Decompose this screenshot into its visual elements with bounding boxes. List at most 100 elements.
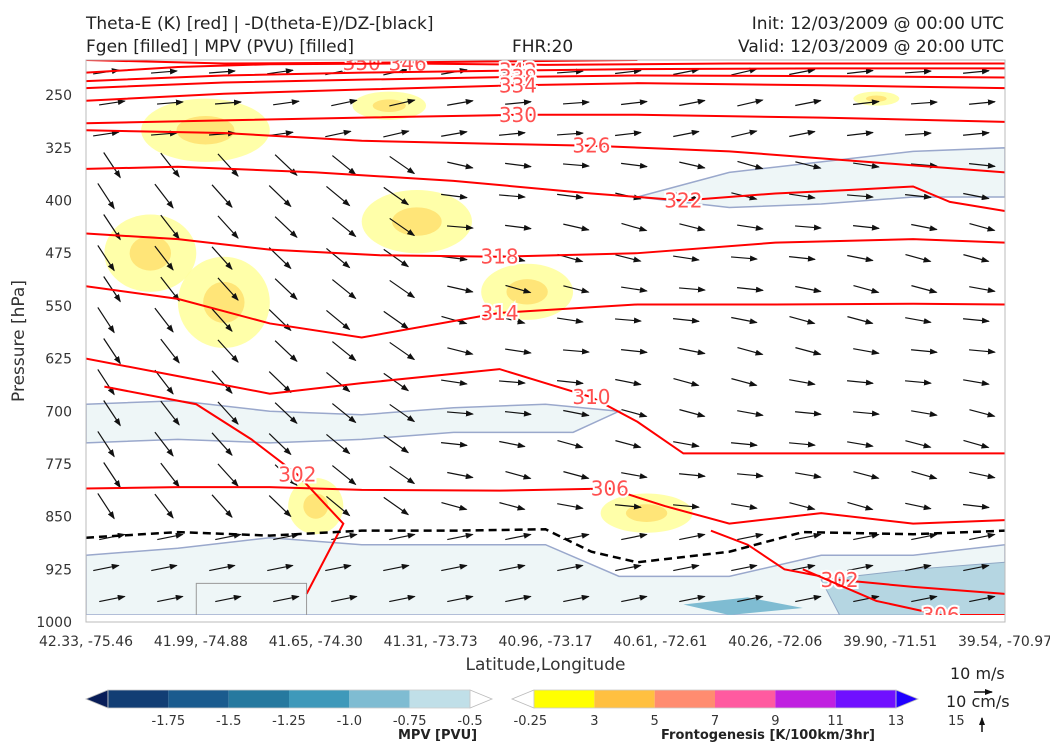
wind-vector-70 — [441, 193, 468, 200]
wind-vector-94 — [911, 223, 938, 232]
wind-vector-218 — [679, 472, 706, 479]
fgen-colorbar-swatch-1 — [534, 690, 595, 708]
mpv-colorbar-extend-high — [469, 689, 494, 709]
wind-vector-21 — [389, 98, 416, 107]
theta-e-contour-342 — [86, 67, 1005, 83]
wind-vector-95 — [969, 222, 996, 232]
wind-vector-147 — [274, 340, 298, 363]
fgen-colorbar-tick-6: 15 — [948, 714, 965, 729]
wind-vector-196 — [326, 433, 351, 455]
wind-vector-59 — [737, 160, 764, 170]
theta-e-contour-302 — [104, 385, 345, 595]
wind-vector-184 — [563, 409, 590, 418]
wind-vector-287 — [969, 594, 996, 603]
wind-vector-100 — [326, 247, 351, 269]
mpv-colorbar-label: MPV [PVU] — [398, 728, 478, 743]
theta-e-label-12: 302 — [278, 462, 316, 486]
mpv-colorbar-extend-low — [84, 689, 109, 709]
wind-vector-224 — [97, 493, 115, 520]
fgen-colorbar-swatch-6 — [835, 690, 896, 708]
fgen-colorbar-outline — [533, 689, 897, 709]
wind-vector-145 — [160, 338, 180, 364]
wind-vector-91 — [737, 224, 764, 231]
wind-vector-16 — [99, 99, 126, 106]
wind-vector-250 — [679, 532, 706, 541]
forecast-hour: FHR:20 — [512, 37, 574, 57]
theta-e-label-10: 310 — [572, 385, 610, 409]
wind-vector-155 — [737, 346, 764, 356]
wind-vector-210 — [217, 463, 239, 487]
wind-vector-25 — [621, 99, 648, 106]
wind-vector-3 — [267, 68, 294, 75]
wind-vector-44 — [789, 129, 816, 138]
wind-vector-99 — [268, 247, 292, 270]
wind-vector-254 — [911, 532, 938, 541]
mpv-region-deep — [820, 561, 1005, 616]
wind-vector-263 — [499, 563, 526, 572]
wind-vector-20 — [331, 98, 358, 107]
fgen-colorbar-swatch-3 — [654, 690, 715, 708]
wind-vector-265 — [615, 563, 642, 572]
mpv-region-core — [683, 597, 803, 615]
wind-vector-186 — [679, 409, 706, 418]
wind-ref-horizontal: 10 m/s — [950, 664, 1005, 683]
wind-vector-12 — [789, 67, 816, 76]
x-axis-label: Latitude,Longitude — [466, 655, 626, 675]
wind-vector-192 — [97, 431, 115, 458]
wind-vector-163 — [268, 371, 292, 394]
wind-vector-239 — [963, 503, 990, 510]
wind-vector-134 — [441, 315, 468, 325]
wind-vector-277 — [389, 594, 416, 603]
wind-vector-195 — [268, 433, 292, 456]
y-tick-850: 850 — [45, 510, 72, 526]
wind-vector-114 — [217, 277, 239, 301]
wind-vector-38 — [441, 130, 468, 137]
wind-vector-150 — [447, 347, 474, 356]
wind-vector-93 — [853, 224, 880, 231]
wind-vector-191 — [969, 409, 996, 418]
wind-ref-vertical: 10 cm/s — [946, 692, 1010, 711]
wind-vector-281 — [621, 594, 648, 603]
wind-vector-109 — [847, 254, 874, 263]
fgen-core-3 — [392, 207, 442, 236]
mpv-colorbar-swatch-6 — [409, 690, 470, 708]
wind-vector-275 — [273, 594, 300, 603]
wind-vector-157 — [853, 348, 880, 356]
wind-vector-45 — [847, 130, 874, 137]
wind-vector-206 — [905, 440, 932, 449]
wind-vector-220 — [795, 472, 822, 479]
wind-vector-66 — [211, 184, 233, 208]
wind-vector-133 — [383, 310, 410, 330]
colorbars: -1.75 -1.5 -1.25 -1.0 -0.75 -0.5 -0.25 3 5 7 9 11 13… — [84, 689, 993, 732]
wind-vector-60 — [795, 161, 822, 170]
wind-vector-197 — [383, 434, 410, 454]
wind-vector-121 — [621, 286, 648, 293]
wind-vector-106 — [673, 255, 700, 262]
wind-vector-261 — [383, 563, 410, 572]
wind-vector-162 — [211, 370, 233, 394]
theta-e-contour-326 — [86, 129, 1005, 174]
wind-vector-74 — [673, 191, 700, 201]
wind-vector-219 — [736, 472, 764, 479]
wind-vector-200 — [557, 439, 584, 449]
wind-vector-228 — [326, 495, 351, 517]
y-tick-550: 550 — [45, 299, 72, 315]
wind-vector-245 — [389, 532, 416, 541]
wind-vector-178 — [217, 401, 239, 425]
wind-vector-86 — [446, 224, 474, 231]
wind-vector-221 — [853, 471, 880, 480]
wind-vector-87 — [505, 224, 532, 231]
wind-vector-285 — [853, 594, 880, 603]
fgen-colorbar-swatch-5 — [775, 690, 836, 708]
fgen-colorbar-tick-1: 5 — [651, 714, 659, 729]
wind-vector-266 — [673, 563, 700, 572]
wind-vector-225 — [154, 493, 174, 519]
wind-vector-159 — [968, 348, 996, 355]
wind-vector-39 — [499, 130, 526, 137]
wind-vector-217 — [621, 472, 648, 480]
wind-vector-135 — [499, 316, 526, 325]
wind-vector-136 — [557, 317, 584, 324]
wind-vector-11 — [731, 67, 758, 76]
fgen-colorbar-label: Frontogenesis [K/100km/3hr] — [661, 728, 875, 743]
y-tick-325: 325 — [45, 141, 72, 157]
